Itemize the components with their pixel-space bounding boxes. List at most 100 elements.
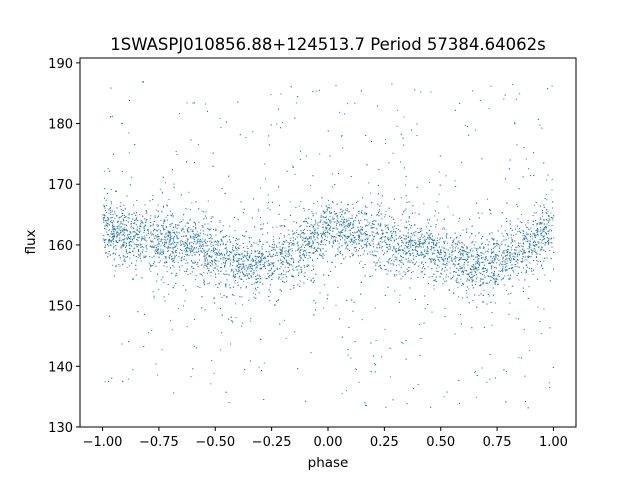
data-point — [122, 243, 124, 245]
data-point — [491, 277, 493, 279]
data-point — [495, 255, 497, 257]
data-point — [532, 238, 534, 240]
data-point — [207, 228, 209, 230]
data-point — [185, 235, 187, 236]
data-point — [345, 229, 347, 231]
data-point — [474, 269, 476, 271]
data-point — [409, 216, 411, 218]
data-point — [156, 244, 158, 246]
data-point — [166, 256, 168, 258]
data-point — [502, 268, 503, 270]
data-point — [318, 242, 320, 244]
data-point — [483, 282, 484, 283]
data-point — [115, 229, 116, 231]
data-point — [249, 256, 251, 258]
data-point — [367, 240, 369, 242]
data-point — [354, 102, 356, 104]
data-point — [152, 263, 154, 265]
data-point — [361, 319, 363, 321]
data-point — [113, 226, 115, 228]
data-point — [356, 215, 358, 217]
data-point — [231, 269, 233, 271]
data-point — [239, 244, 241, 246]
data-point — [151, 241, 153, 243]
data-point — [237, 261, 239, 263]
data-point — [345, 227, 347, 229]
data-point — [525, 224, 527, 226]
data-point — [194, 162, 195, 164]
data-point — [361, 229, 363, 231]
data-point — [167, 284, 169, 285]
data-point — [384, 328, 386, 330]
data-point — [533, 212, 535, 214]
data-point — [175, 151, 177, 152]
data-point — [210, 245, 212, 247]
data-point — [546, 257, 548, 259]
data-point — [478, 232, 480, 234]
data-point — [405, 235, 407, 237]
data-point — [220, 243, 221, 245]
data-point — [114, 270, 116, 272]
data-point — [143, 255, 145, 257]
data-point — [401, 241, 403, 243]
data-point — [155, 209, 157, 211]
data-point — [331, 245, 333, 247]
data-point — [166, 242, 168, 244]
data-point — [145, 222, 147, 223]
data-point — [233, 272, 234, 274]
data-point — [233, 250, 235, 252]
data-point — [414, 249, 416, 251]
data-point — [288, 246, 290, 248]
data-point — [241, 263, 243, 265]
data-point — [533, 248, 535, 249]
data-point — [169, 210, 171, 212]
data-point — [260, 257, 262, 259]
data-point — [207, 263, 209, 264]
data-point — [161, 224, 163, 226]
data-point — [522, 248, 524, 250]
data-point — [103, 170, 105, 172]
data-point — [216, 249, 218, 251]
data-point — [245, 278, 247, 280]
data-point — [254, 260, 256, 262]
data-point — [141, 277, 143, 279]
data-point — [482, 278, 484, 280]
data-point — [254, 251, 256, 253]
data-point — [408, 257, 410, 259]
data-point — [486, 381, 488, 383]
data-point — [165, 216, 167, 218]
data-point — [123, 239, 125, 241]
data-point — [536, 260, 538, 261]
data-point — [520, 214, 522, 216]
data-point — [321, 197, 323, 199]
data-point — [517, 218, 519, 220]
data-points — [102, 81, 555, 409]
data-point — [104, 252, 106, 254]
data-point — [262, 233, 264, 235]
data-point — [168, 256, 170, 258]
data-point — [402, 276, 404, 278]
data-point — [226, 279, 228, 281]
data-point — [112, 239, 114, 240]
data-point — [326, 232, 328, 234]
data-point — [200, 229, 202, 231]
data-point — [237, 271, 239, 273]
data-point — [536, 253, 538, 255]
data-point — [170, 215, 172, 217]
data-point — [431, 238, 433, 240]
data-point — [277, 300, 279, 301]
data-point — [232, 250, 234, 252]
data-point — [113, 220, 114, 222]
data-point — [316, 201, 318, 203]
data-point — [314, 233, 316, 235]
data-point — [174, 227, 176, 229]
data-point — [377, 242, 379, 244]
data-point — [216, 241, 218, 243]
data-point — [480, 285, 482, 287]
data-point — [110, 240, 112, 242]
data-point — [259, 256, 260, 257]
data-point — [552, 219, 554, 221]
data-point — [430, 237, 431, 239]
data-point — [533, 250, 535, 252]
data-point — [459, 242, 461, 244]
